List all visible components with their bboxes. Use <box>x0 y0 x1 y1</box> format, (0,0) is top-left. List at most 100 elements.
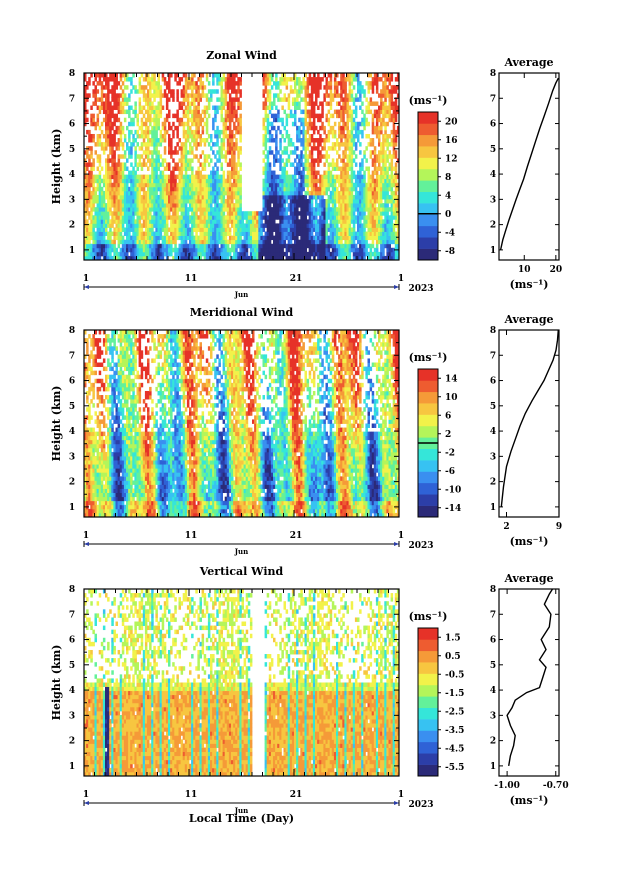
heatmap-cell <box>338 101 341 106</box>
heatmap-cell <box>195 243 198 249</box>
heatmap-cell <box>224 251 228 257</box>
heatmap-cell <box>287 113 291 119</box>
heatmap-cell <box>233 105 236 110</box>
heatmap-cell <box>231 235 234 241</box>
heatmap-cell <box>247 255 251 261</box>
heatmap-cell <box>144 219 148 224</box>
heatmap-cell <box>237 255 240 261</box>
heatmap-cell <box>138 154 142 159</box>
heatmap-cell <box>84 162 87 167</box>
heatmap-cell <box>105 162 108 167</box>
heatmap-cell <box>285 231 289 237</box>
heatmap-cell <box>142 190 146 196</box>
heatmap-cell <box>317 89 320 94</box>
heatmap-cell <box>100 235 104 241</box>
heatmap-cell <box>281 211 284 216</box>
heatmap-cell <box>237 85 240 90</box>
heatmap-cell <box>186 97 190 102</box>
heatmap-cell <box>294 186 297 192</box>
heatmap-cell <box>249 211 253 216</box>
heatmap-cell <box>140 239 144 245</box>
heatmap-cell <box>224 199 228 204</box>
heatmap-cell <box>336 223 339 228</box>
heatmap-cell <box>245 243 249 249</box>
heatmap-cell <box>233 109 236 115</box>
heatmap-cell <box>176 255 179 261</box>
heatmap-cell <box>119 125 123 131</box>
heatmap-cell <box>132 121 135 127</box>
heatmap-cell <box>214 219 217 224</box>
heatmap-cell <box>218 239 221 245</box>
heatmap-cell <box>159 89 163 94</box>
heatmap-cell <box>256 215 259 220</box>
heatmap-cell <box>285 219 289 224</box>
heatmap-cell <box>289 113 293 119</box>
heatmap-cell <box>373 203 377 208</box>
heatmap-cell <box>159 162 163 167</box>
heatmap-cell <box>264 247 268 253</box>
heatmap-cell <box>130 239 133 245</box>
heatmap-cell <box>111 133 114 139</box>
heatmap-cell <box>100 166 104 171</box>
heatmap-cell <box>210 247 213 253</box>
heatmap-cell <box>115 142 118 147</box>
heatmap-cell <box>94 125 97 131</box>
heatmap-cell <box>172 223 175 228</box>
heatmap-cell <box>174 247 177 253</box>
heatmap-cell <box>228 174 232 180</box>
heatmap-cell <box>371 174 375 180</box>
heatmap-cell <box>96 105 100 110</box>
heatmap-cell <box>113 174 116 180</box>
heatmap-cell <box>140 154 144 159</box>
heatmap-cell <box>210 235 213 241</box>
heatmap-cell <box>306 89 310 94</box>
heatmap-cell <box>205 97 209 102</box>
heatmap-cell <box>159 243 163 249</box>
heatmap-cell <box>138 174 142 180</box>
heatmap-cell <box>189 247 192 253</box>
heatmap-cell <box>233 186 236 192</box>
heatmap-cell <box>289 227 293 232</box>
heatmap-cell <box>165 231 169 237</box>
heatmap-cell <box>201 178 205 184</box>
heatmap-cell <box>149 223 152 228</box>
heatmap-cell <box>111 121 114 127</box>
heatmap-cell <box>224 190 228 196</box>
heatmap-cell <box>279 117 282 123</box>
heatmap-cell <box>128 247 131 253</box>
heatmap-cell <box>161 203 165 208</box>
heatmap-cell <box>388 81 391 86</box>
heatmap-cell <box>239 227 242 232</box>
heatmap-cell <box>126 146 129 151</box>
heatmap-cell <box>189 243 192 249</box>
heatmap-cell <box>182 247 186 253</box>
heatmap-cell <box>216 150 219 155</box>
heatmap-cell <box>294 117 297 123</box>
heatmap-cell <box>241 247 244 253</box>
heatmap-cell <box>186 199 190 204</box>
heatmap-cell <box>270 125 274 131</box>
heatmap-cell <box>96 178 100 184</box>
heatmap-cell <box>100 89 104 94</box>
heatmap-cell <box>117 93 121 98</box>
heatmap-cell <box>254 219 257 224</box>
heatmap-cell <box>138 231 142 237</box>
heatmap-cell <box>212 81 215 86</box>
heatmap-cell <box>121 101 125 106</box>
heatmap-cell <box>275 247 278 253</box>
heatmap-cell <box>159 235 163 241</box>
heatmap-cell <box>149 89 152 94</box>
heatmap-cell <box>107 186 110 192</box>
heatmap-cell <box>151 101 154 106</box>
heatmap-cell <box>268 73 272 78</box>
heatmap-cell <box>96 194 100 200</box>
heatmap-cell <box>216 81 219 86</box>
heatmap-cell <box>140 215 144 220</box>
heatmap-cell <box>105 125 108 131</box>
heatmap-cell <box>241 239 244 245</box>
heatmap-cell <box>212 125 215 131</box>
heatmap-cell <box>184 182 188 188</box>
heatmap-cell <box>142 215 146 220</box>
heatmap-cell <box>111 182 114 188</box>
heatmap-cell <box>147 89 150 94</box>
